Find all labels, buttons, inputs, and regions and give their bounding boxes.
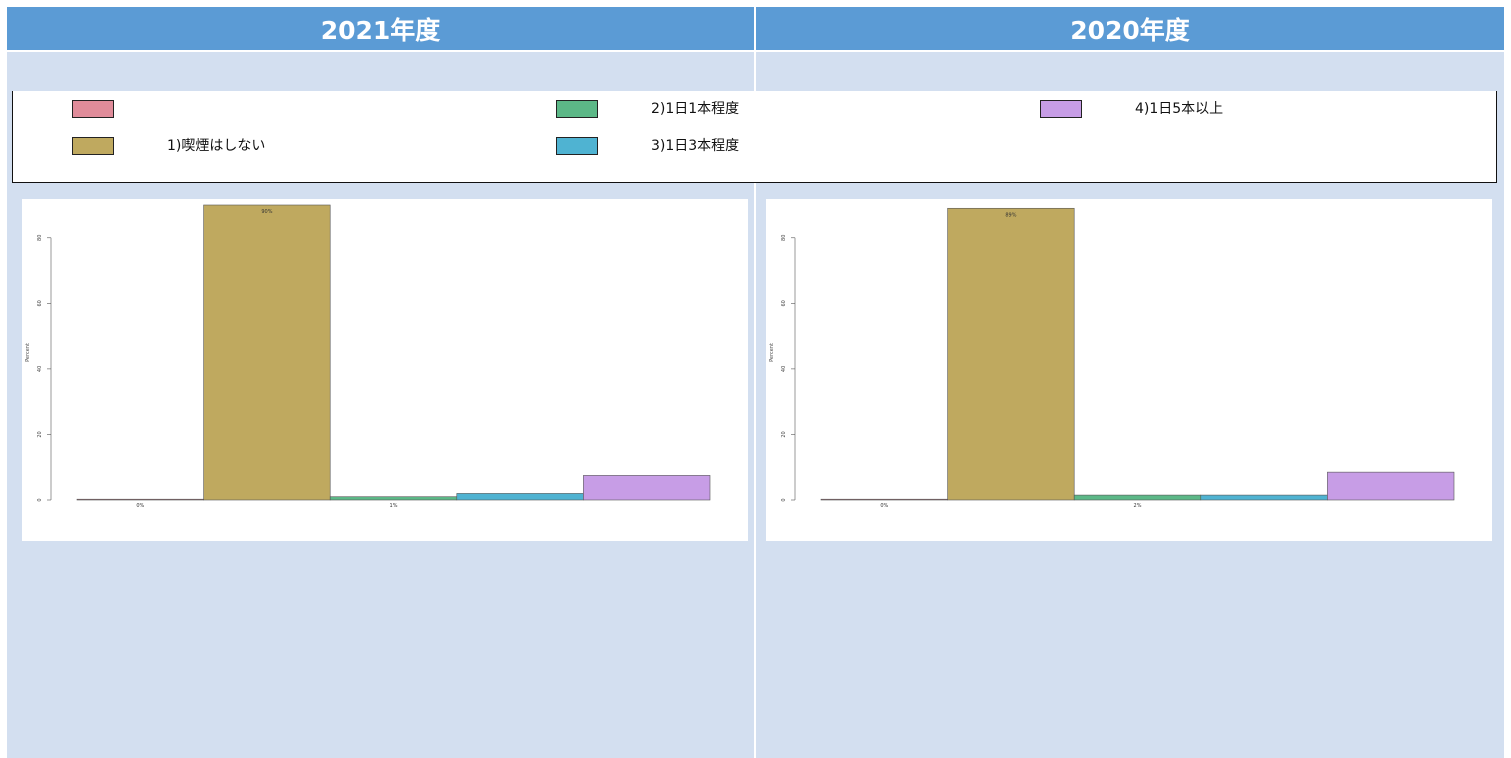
legend-item-3: 3)1日3本程度 xyxy=(556,137,739,155)
chart-2021-bar-3 xyxy=(456,493,584,501)
chart-2021-y-tick-label-4: 80 xyxy=(37,235,43,241)
legend-item-2: 2)1日1本程度 xyxy=(556,100,739,118)
chart-2020-bar-0 xyxy=(820,498,948,501)
chart-2020-bar-2 xyxy=(1073,494,1202,501)
legend-swatch-4 xyxy=(1040,100,1082,118)
legend-label-1: 1)喫煙はしない xyxy=(167,138,266,154)
chart-2020-bar-4 xyxy=(1327,471,1455,501)
chart-2021-data-label-1: 90% xyxy=(261,209,272,215)
chart-2020-y-tick-label-3: 60 xyxy=(781,300,787,306)
legend-swatch-1 xyxy=(72,137,114,155)
chart-legend: 1)喫煙はしない 2)1日1本程度 3)1日3本程度 4)1日5本以上 xyxy=(12,91,1497,183)
chart-2020-bar-1 xyxy=(947,207,1075,501)
chart-2021-bar-1 xyxy=(203,204,331,501)
chart-2021-y-tick-label-0: 0 xyxy=(37,498,43,501)
chart-2021-y-axis-label: Percent xyxy=(25,343,31,362)
chart-2020-y-tick-label-1: 20 xyxy=(781,431,787,437)
legend-swatch-3 xyxy=(556,137,598,155)
chart-2021-y-tick-label-3: 60 xyxy=(37,300,43,306)
header-2020-title: 2020年度 xyxy=(1070,15,1190,45)
chart-2021-bar-4 xyxy=(583,475,711,501)
legend-swatch-2 xyxy=(556,100,598,118)
header-2021-title: 2021年度 xyxy=(320,15,441,45)
chart-2020-bar-3 xyxy=(1200,494,1328,501)
legend-label-4: 4)1日5本以上 xyxy=(1135,101,1224,117)
chart-2021-bar-2 xyxy=(329,496,458,501)
chart-2020-data-label-0: 0% xyxy=(880,503,888,509)
chart-2020-y-tick-label-2: 40 xyxy=(781,366,787,372)
chart-2020: 0 20 40 60 80 Percent 0% 89% 2% xyxy=(766,199,1492,541)
legend-label-3: 3)1日3本程度 xyxy=(651,138,740,154)
header-2021: 2021年度 xyxy=(7,7,754,50)
legend-item-0 xyxy=(72,100,114,118)
legend-item-4: 4)1日5本以上 xyxy=(1040,100,1223,118)
chart-2021-data-label-0: 0% xyxy=(136,503,144,509)
chart-2020-data-label-2: 2% xyxy=(1134,503,1142,509)
chart-2021-data-label-2: 1% xyxy=(390,503,398,509)
chart-2021-y-tick-label-1: 20 xyxy=(37,431,43,437)
chart-2021-y-tick-label-2: 40 xyxy=(37,366,43,372)
chart-2020-y-tick-label-0: 0 xyxy=(781,498,787,501)
chart-2021: 0 20 40 60 80 Percent 0% 90% 1% xyxy=(22,199,748,541)
chart-2020-svg: 0 20 40 60 80 Percent 0% 89% 2% xyxy=(769,207,1455,509)
chart-2020-y-axis-label: Percent xyxy=(769,343,775,362)
legend-label-2: 2)1日1本程度 xyxy=(651,101,740,117)
chart-2021-svg: 0 20 40 60 80 Percent 0% 90% 1% xyxy=(25,204,711,509)
chart-2021-bar-0 xyxy=(76,498,204,501)
header-2020: 2020年度 xyxy=(756,7,1504,50)
legend-item-1: 1)喫煙はしない xyxy=(72,137,265,155)
chart-2020-data-label-1: 89% xyxy=(1005,212,1016,218)
chart-2020-y-tick-label-4: 80 xyxy=(781,235,787,241)
legend-swatch-0 xyxy=(72,100,114,118)
